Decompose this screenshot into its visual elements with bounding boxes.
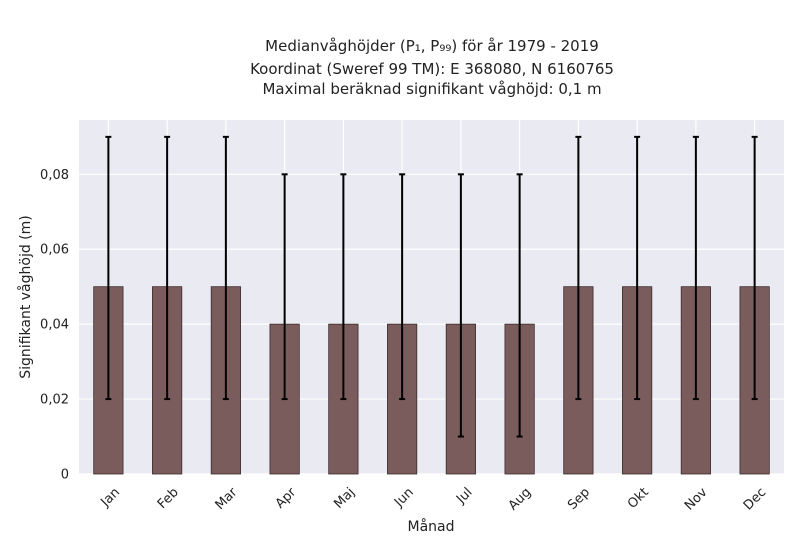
errorbar-dec [751,135,758,401]
title-line-2: Koordinat (Sweref 99 TM): E 368080, N 61… [250,60,614,78]
y-tick-label: 0,06 [40,243,69,258]
errorbar-jun [399,173,406,401]
x-tick-label: Nov [682,485,711,514]
errorbar-apr [281,173,288,401]
plot-area [79,120,784,474]
y-axis-label: Signifikant våghöjd (m) [17,215,34,378]
errorbar-maj [340,173,347,401]
y-tick-label: 0,08 [40,168,69,183]
y-axis-ticks: 0 0,02 0,04 0,06 0,08 [40,168,69,483]
errorbar-jan [105,135,112,401]
errorbar-aug [516,173,523,438]
errorbar-feb [164,135,171,401]
y-tick-label: 0,02 [40,393,69,408]
x-tick-label: Okt [625,485,652,512]
x-tick-label: Dec [741,485,769,513]
y-tick-label: 0,04 [40,318,69,333]
x-axis-label: Månad [408,518,455,535]
x-tick-label: Mar [213,485,241,513]
errorbar-mar [222,135,229,401]
x-tick-label: Aug [506,485,535,514]
x-tick-label: Sep [565,485,593,513]
x-tick-label: Jul [453,485,475,507]
y-tick-label: 0 [61,468,69,483]
errorbar-jul [457,173,464,438]
x-tick-label: Maj [331,485,358,512]
chart-title: Medianvåghöjder (P₁, P₉₉) för år 1979 - … [250,37,614,98]
errorbar-sep [575,135,582,401]
x-tick-label: Jan [98,485,123,510]
errorbar-nov [692,135,699,401]
title-line-1: Medianvåghöjder (P₁, P₉₉) för år 1979 - … [265,37,599,55]
error-bars [105,135,758,438]
x-tick-label: Apr [273,485,300,512]
title-line-3: Maximal beräknad signifikant våghöjd: 0,… [262,80,601,98]
x-axis-ticks: Jan Feb Mar Apr Maj Jun Jul Aug Sep Okt Nov Dec [98,485,770,514]
errorbar-okt [634,135,641,401]
x-tick-label: Jun [391,485,417,511]
x-tick-label: Feb [155,485,182,512]
